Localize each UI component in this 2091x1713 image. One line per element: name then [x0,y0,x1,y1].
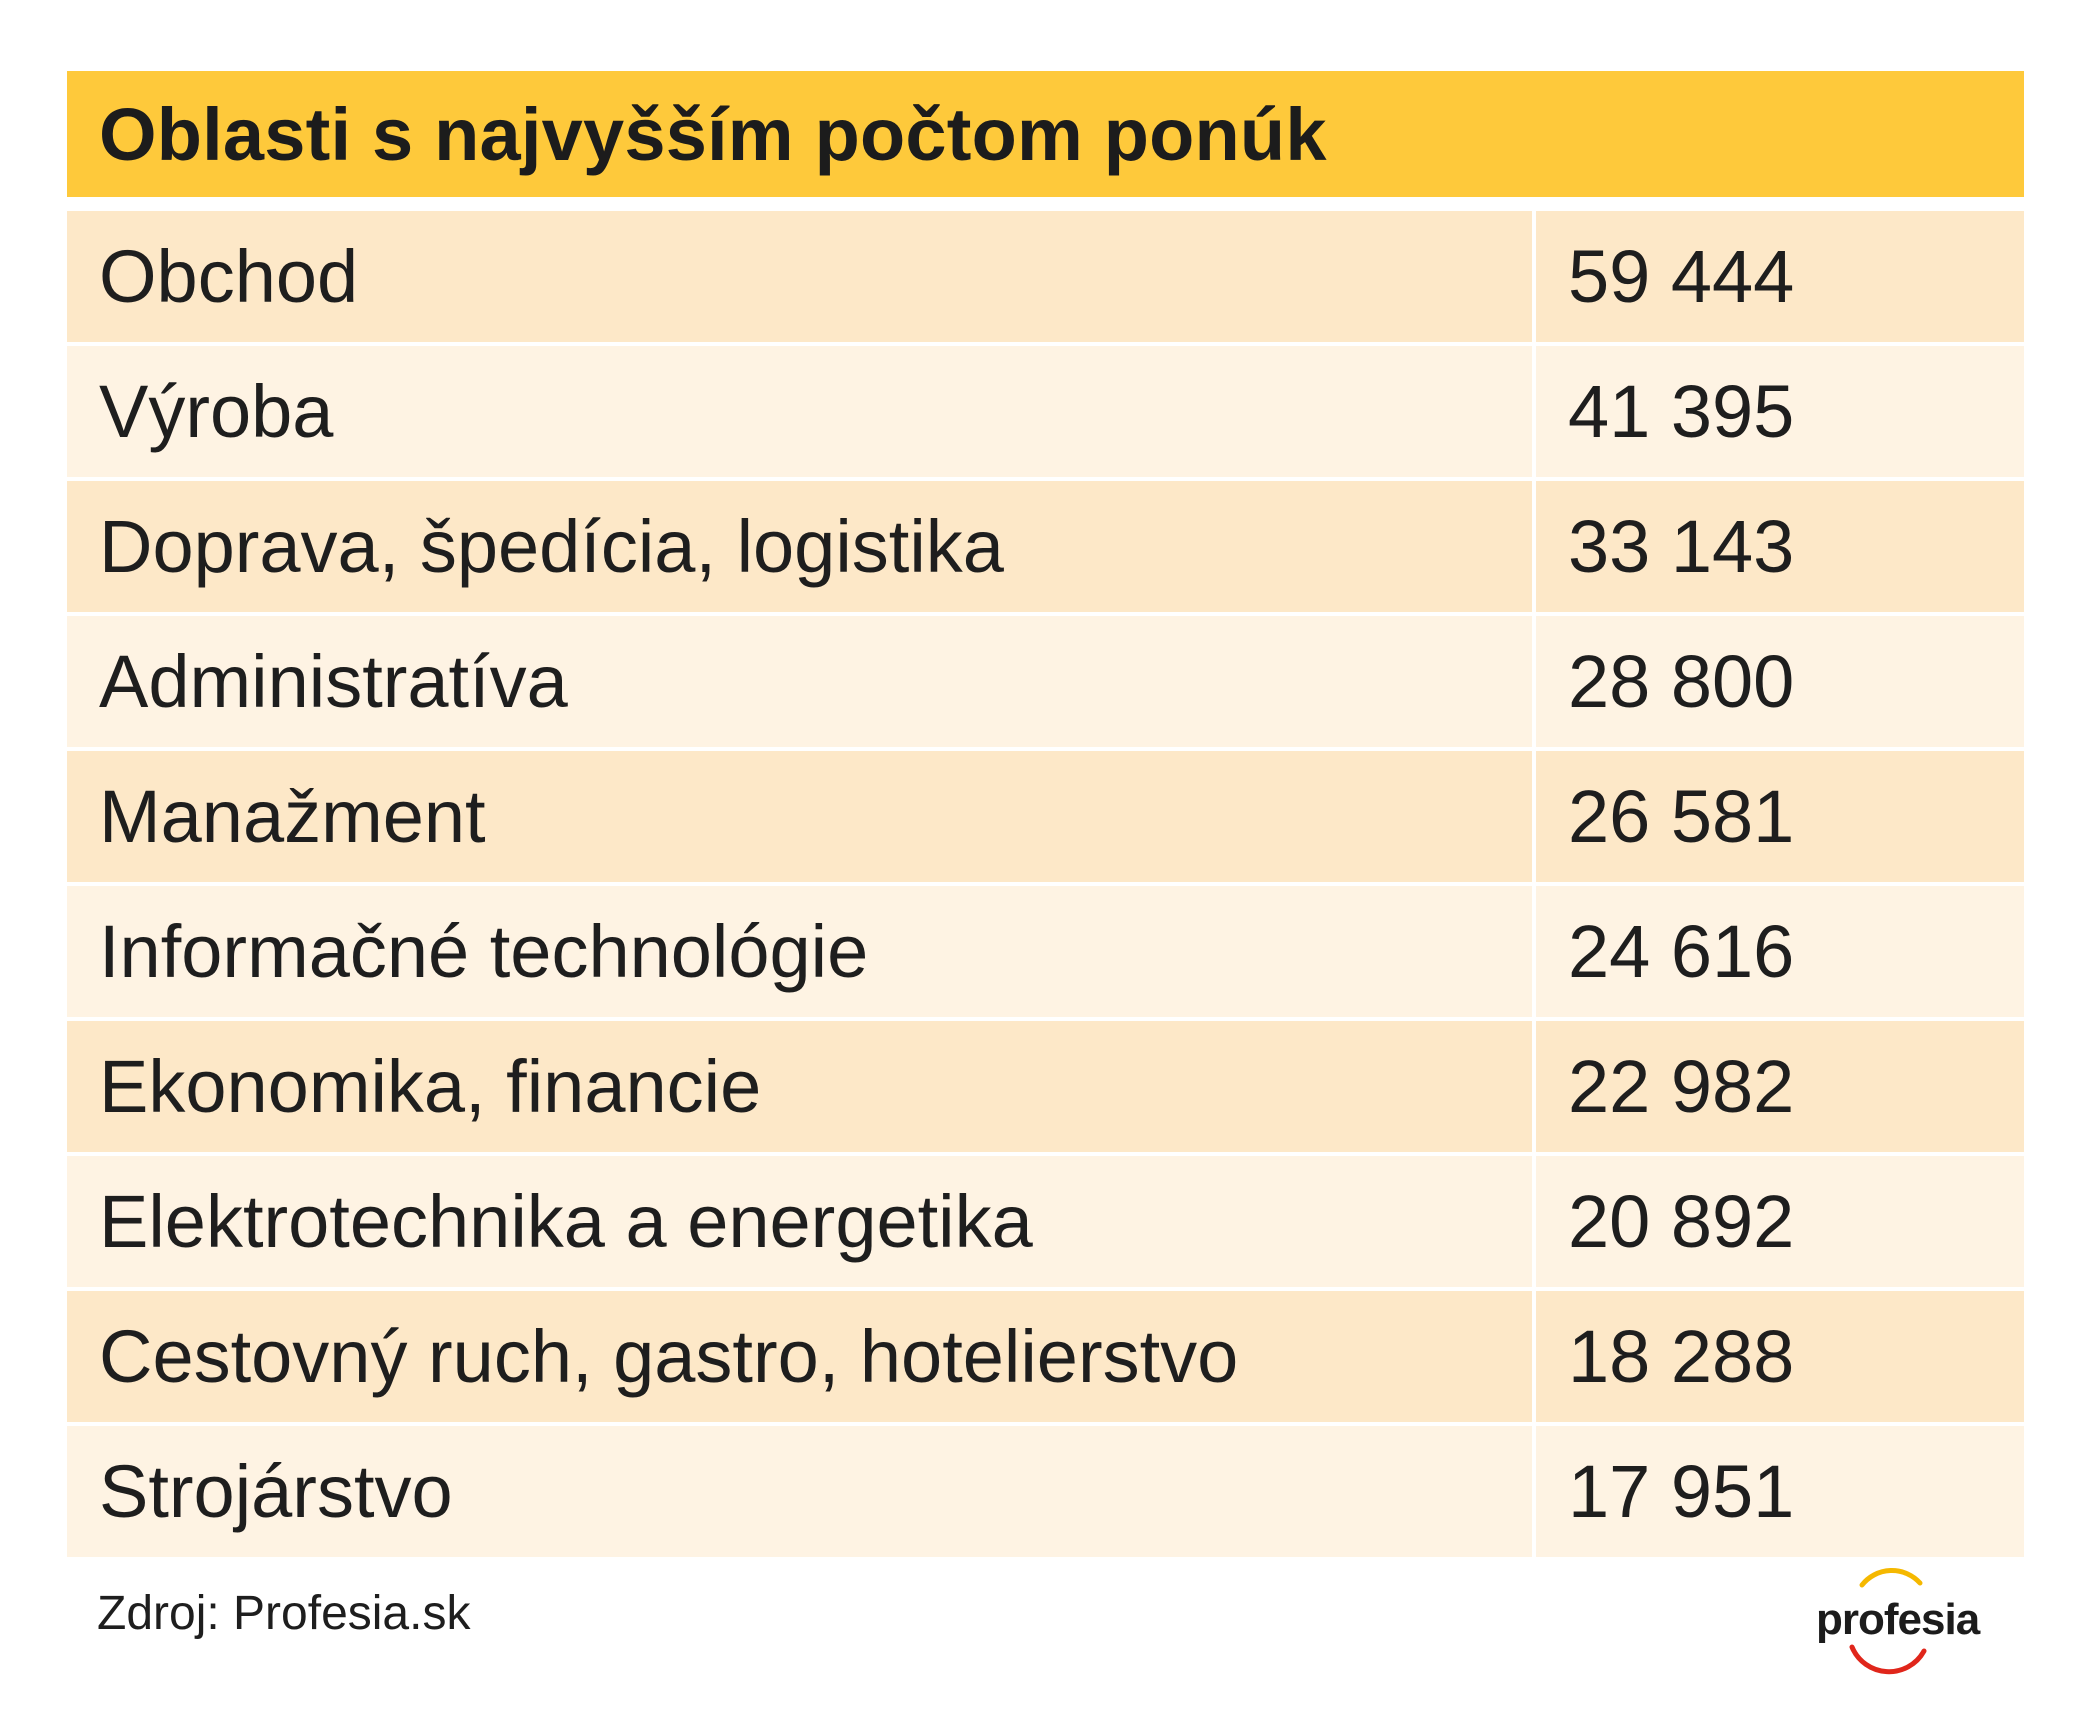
row-label: Administratíva [67,616,1532,747]
row-value: 20 892 [1536,1156,2024,1287]
table-row: Ekonomika, financie 22 982 [67,1021,2024,1152]
row-value: 17 951 [1536,1426,2024,1557]
row-value: 41 395 [1536,346,2024,477]
table-title: Oblasti s najvyšším počtom ponúk [99,92,1327,176]
row-label: Elektrotechnika a energetika [67,1156,1532,1287]
row-label: Manažment [67,751,1532,882]
row-label: Ekonomika, financie [67,1021,1532,1152]
row-value: 59 444 [1536,211,2024,342]
table-row: Doprava, špedícia, logistika 33 143 [67,481,2024,612]
row-label: Obchod [67,211,1532,342]
row-label: Strojárstvo [67,1426,1532,1557]
table-header: Oblasti s najvyšším počtom ponúk [67,71,2024,197]
profesia-logo: profesia [1800,1555,1980,1675]
row-label: Cestovný ruch, gastro, hotelierstvo [67,1291,1532,1422]
logo-text: profesia [1816,1595,1980,1644]
table-row: Cestovný ruch, gastro, hotelierstvo 18 2… [67,1291,2024,1422]
row-value: 26 581 [1536,751,2024,882]
table-row: Administratíva 28 800 [67,616,2024,747]
table-row: Strojárstvo 17 951 [67,1426,2024,1557]
row-value: 18 288 [1536,1291,2024,1422]
row-label: Výroba [67,346,1532,477]
table-row: Výroba 41 395 [67,346,2024,477]
table-row: Informačné technológie 24 616 [67,886,2024,1017]
row-label: Informačné technológie [67,886,1532,1017]
source-note: Zdroj: Profesia.sk [97,1587,471,1640]
row-value: 22 982 [1536,1021,2024,1152]
data-table: Oblasti s najvyšším počtom ponúk Obchod … [67,71,2024,1557]
table-body: Obchod 59 444 Výroba 41 395 Doprava, špe… [67,211,2024,1557]
row-label: Doprava, špedícia, logistika [67,481,1532,612]
logo-arc-icon [1849,1568,1927,1675]
row-value: 33 143 [1536,481,2024,612]
table-row: Manažment 26 581 [67,751,2024,882]
table-row: Elektrotechnika a energetika 20 892 [67,1156,2024,1287]
row-value: 28 800 [1536,616,2024,747]
row-value: 24 616 [1536,886,2024,1017]
table-row: Obchod 59 444 [67,211,2024,342]
